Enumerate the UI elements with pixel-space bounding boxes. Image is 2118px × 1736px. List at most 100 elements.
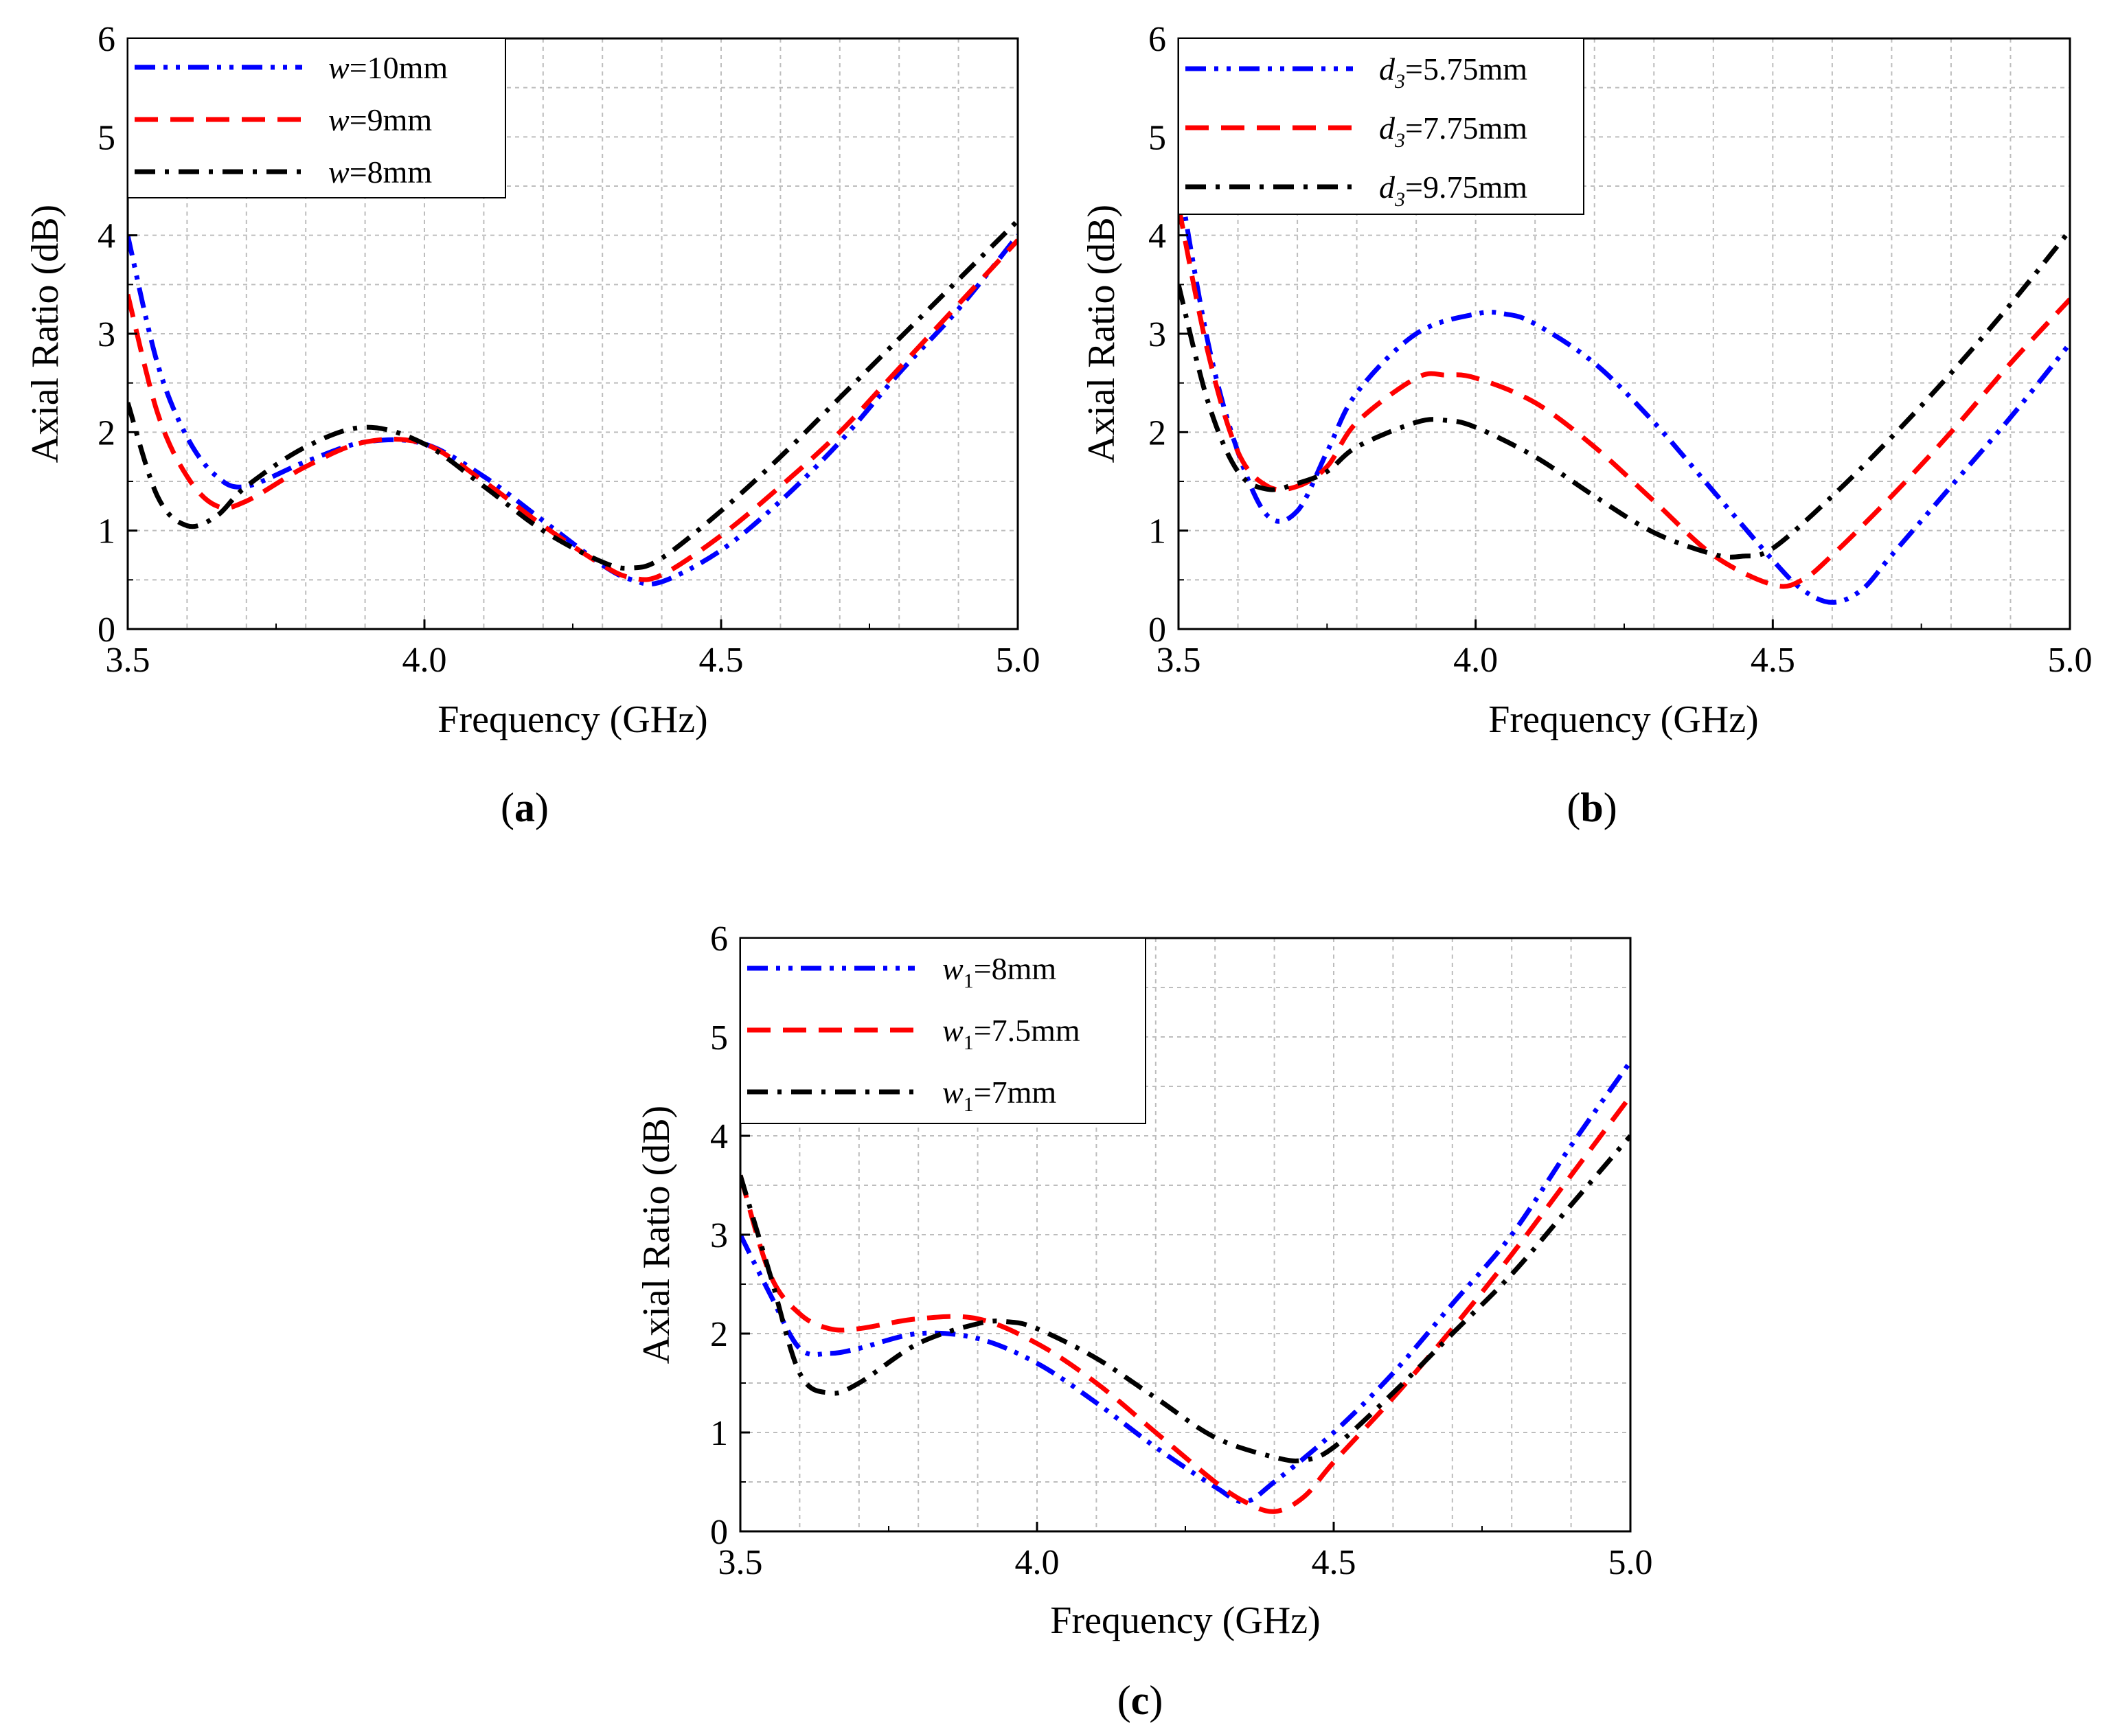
panel-b-legend-param-2: d xyxy=(1379,170,1396,205)
panel-c-series-layer xyxy=(740,1060,1630,1514)
panel-a-y-tick-label-2: 2 xyxy=(98,413,115,453)
panel-c-x-tick-label-0: 3.5 xyxy=(718,1543,763,1582)
panel-c-ticks xyxy=(739,937,1632,1533)
panel-b-ticks xyxy=(1177,37,2071,630)
panel-c-y-tick-label-5: 5 xyxy=(710,1018,728,1058)
panel-c-series-1-line xyxy=(740,1095,1630,1514)
panel-c-y-axis-title: Axial Ratio (dB) xyxy=(635,1106,678,1364)
panel-c-x-tick-label-2: 4.5 xyxy=(1312,1543,1356,1582)
panel-c-x-tick-label-1: 4.0 xyxy=(1015,1543,1060,1582)
panel-c-y-tick-label-3: 3 xyxy=(710,1216,728,1255)
panel-c-label: (c) xyxy=(1117,1678,1163,1723)
panel-c-legend-sub-2: 1 xyxy=(964,1093,974,1116)
panel-b-legend-value-0: =5.75mm xyxy=(1405,52,1527,87)
panel-b-y-tick-label-2: 2 xyxy=(1148,413,1166,453)
panel-b-series-2-line xyxy=(1178,229,2070,560)
panel-a-legend-label-1: w=9mm xyxy=(328,102,432,137)
panel-b-x-tick-label-1: 4.0 xyxy=(1453,641,1498,680)
panel-c-legend-sub-0: 1 xyxy=(964,970,974,992)
panel-b-legend-label-1: d3=7.75mm xyxy=(1379,111,1527,152)
panel-a-series-layer xyxy=(128,218,1018,587)
panel-a-legend-param-0: w xyxy=(328,50,350,85)
panel-a-x-tick-labels: 3.5 4.0 4.5 5.0 xyxy=(106,641,1040,680)
panel-a-y-tick-label-3: 3 xyxy=(98,315,115,354)
panel-b-series-layer xyxy=(1178,176,2070,605)
panel-c-y-tick-label-1: 1 xyxy=(710,1414,728,1453)
panel-c-x-tick-label-3: 5.0 xyxy=(1608,1543,1653,1582)
panel-c-y-tick-label-6: 6 xyxy=(710,920,728,959)
panel-a-series-1-line xyxy=(128,238,1018,582)
panel-a-x-tick-label-2: 4.5 xyxy=(699,641,744,680)
panel-c-legend-value-2: =7mm xyxy=(974,1075,1057,1110)
panel-c-legend-value-0: =8mm xyxy=(974,951,1057,986)
panel-a-y-tick-label-6: 6 xyxy=(98,20,115,59)
panel-a-legend: w=10mm w=9mm w=8mm xyxy=(127,38,506,198)
panel-a-y-tick-label-0: 0 xyxy=(98,610,115,650)
panel-c-y-tick-label-4: 4 xyxy=(710,1117,728,1156)
panel-a-y-tick-label-1: 1 xyxy=(98,512,115,551)
panel-b-y-tick-label-6: 6 xyxy=(1148,20,1166,59)
panel-a-x-tick-label-0: 3.5 xyxy=(106,641,150,680)
panel-b-y-axis-title: Axial Ratio (dB) xyxy=(1080,205,1123,463)
panel-a-label-letter: a xyxy=(514,785,535,830)
panel-c-y-tick-label-0: 0 xyxy=(710,1513,728,1552)
panel-b-legend-sub-0: 3 xyxy=(1394,70,1405,93)
panel-b-legend-param-1: d xyxy=(1379,111,1396,146)
panel-b-legend-sub-2: 3 xyxy=(1394,188,1405,211)
panel-a-y-tick-labels: 0 1 2 3 4 5 6 xyxy=(98,20,115,650)
panel-a-legend-value-1: =9mm xyxy=(350,102,433,137)
panel-c-series-2-line xyxy=(740,1134,1630,1463)
panel-b-grid xyxy=(1178,38,2070,629)
panel-b-x-tick-label-3: 5.0 xyxy=(2048,641,2093,680)
panel-c-legend-param-0: w xyxy=(942,951,964,986)
panel-b-series-0-line xyxy=(1178,176,2070,605)
panel-b-y-tick-label-5: 5 xyxy=(1148,118,1166,157)
panel-a-series-0-line xyxy=(128,233,1018,587)
panel-a-label: (a) xyxy=(501,785,549,830)
panel-b-legend-label-0: d3=5.75mm xyxy=(1379,52,1527,93)
panel-c-label-letter: c xyxy=(1131,1678,1150,1723)
panel-c-legend-param-2: w xyxy=(942,1075,964,1110)
panel-c-series-0-line xyxy=(740,1060,1630,1505)
panel-c-x-axis-title: Frequency (GHz) xyxy=(1050,1599,1320,1642)
panel-b-legend-param-0: d xyxy=(1379,52,1396,87)
panel-b-y-tick-label-4: 4 xyxy=(1148,217,1166,256)
panel-c-legend-sub-1: 1 xyxy=(964,1031,974,1054)
panel-a-x-tick-label-1: 4.0 xyxy=(402,641,447,680)
panel-c-legend-label-1: w1=7.5mm xyxy=(942,1013,1080,1054)
panel-a-y-axis-title: Axial Ratio (dB) xyxy=(24,205,67,463)
panel-b-legend-label-2: d3=9.75mm xyxy=(1379,170,1527,211)
panel-a-series-2-line xyxy=(128,218,1018,571)
panel-c-legend-label-2: w1=7mm xyxy=(942,1075,1056,1116)
panel-b-label: (b) xyxy=(1567,785,1617,830)
panel-b-x-tick-label-2: 4.5 xyxy=(1751,641,1795,680)
panel-c-x-tick-labels: 3.5 4.0 4.5 5.0 xyxy=(718,1543,1653,1582)
panel-a-legend-label-0: w=10mm xyxy=(328,50,448,85)
panel-c-legend-value-1: =7.5mm xyxy=(974,1013,1080,1048)
panel-b-series-1-line xyxy=(1178,205,2070,589)
panel-b-x-tick-labels: 3.5 4.0 4.5 5.0 xyxy=(1157,641,2093,680)
panel-b-y-tick-label-0: 0 xyxy=(1148,610,1166,650)
panel-b-y-tick-label-3: 3 xyxy=(1148,315,1166,354)
panel-b-legend-sub-1: 3 xyxy=(1394,129,1405,152)
panel-b-x-tick-label-0: 3.5 xyxy=(1157,641,1201,680)
panel-b-y-tick-labels: 0 1 2 3 4 5 6 xyxy=(1148,20,1166,650)
panel-a-legend-label-2: w=8mm xyxy=(328,155,432,190)
panel-b-legend-value-1: =7.75mm xyxy=(1405,111,1527,146)
panel-a-legend-param-1: w xyxy=(328,102,350,137)
panel-b-label-letter: b xyxy=(1580,785,1603,830)
panel-b-y-tick-label-1: 1 xyxy=(1148,512,1166,551)
panel-a-y-tick-label-5: 5 xyxy=(98,118,115,157)
panel-c-legend-param-1: w xyxy=(942,1013,964,1048)
panel-a-legend-param-2: w xyxy=(328,155,350,190)
panel-a-y-tick-label-4: 4 xyxy=(98,217,115,256)
panel-c-y-tick-label-2: 2 xyxy=(710,1315,728,1354)
panel-b-x-axis-title: Frequency (GHz) xyxy=(1488,698,1758,741)
panel-c-legend-label-0: w1=8mm xyxy=(942,951,1056,992)
panel-b-legend-value-2: =9.75mm xyxy=(1405,170,1527,205)
panel-a-x-tick-label-3: 5.0 xyxy=(996,641,1040,680)
